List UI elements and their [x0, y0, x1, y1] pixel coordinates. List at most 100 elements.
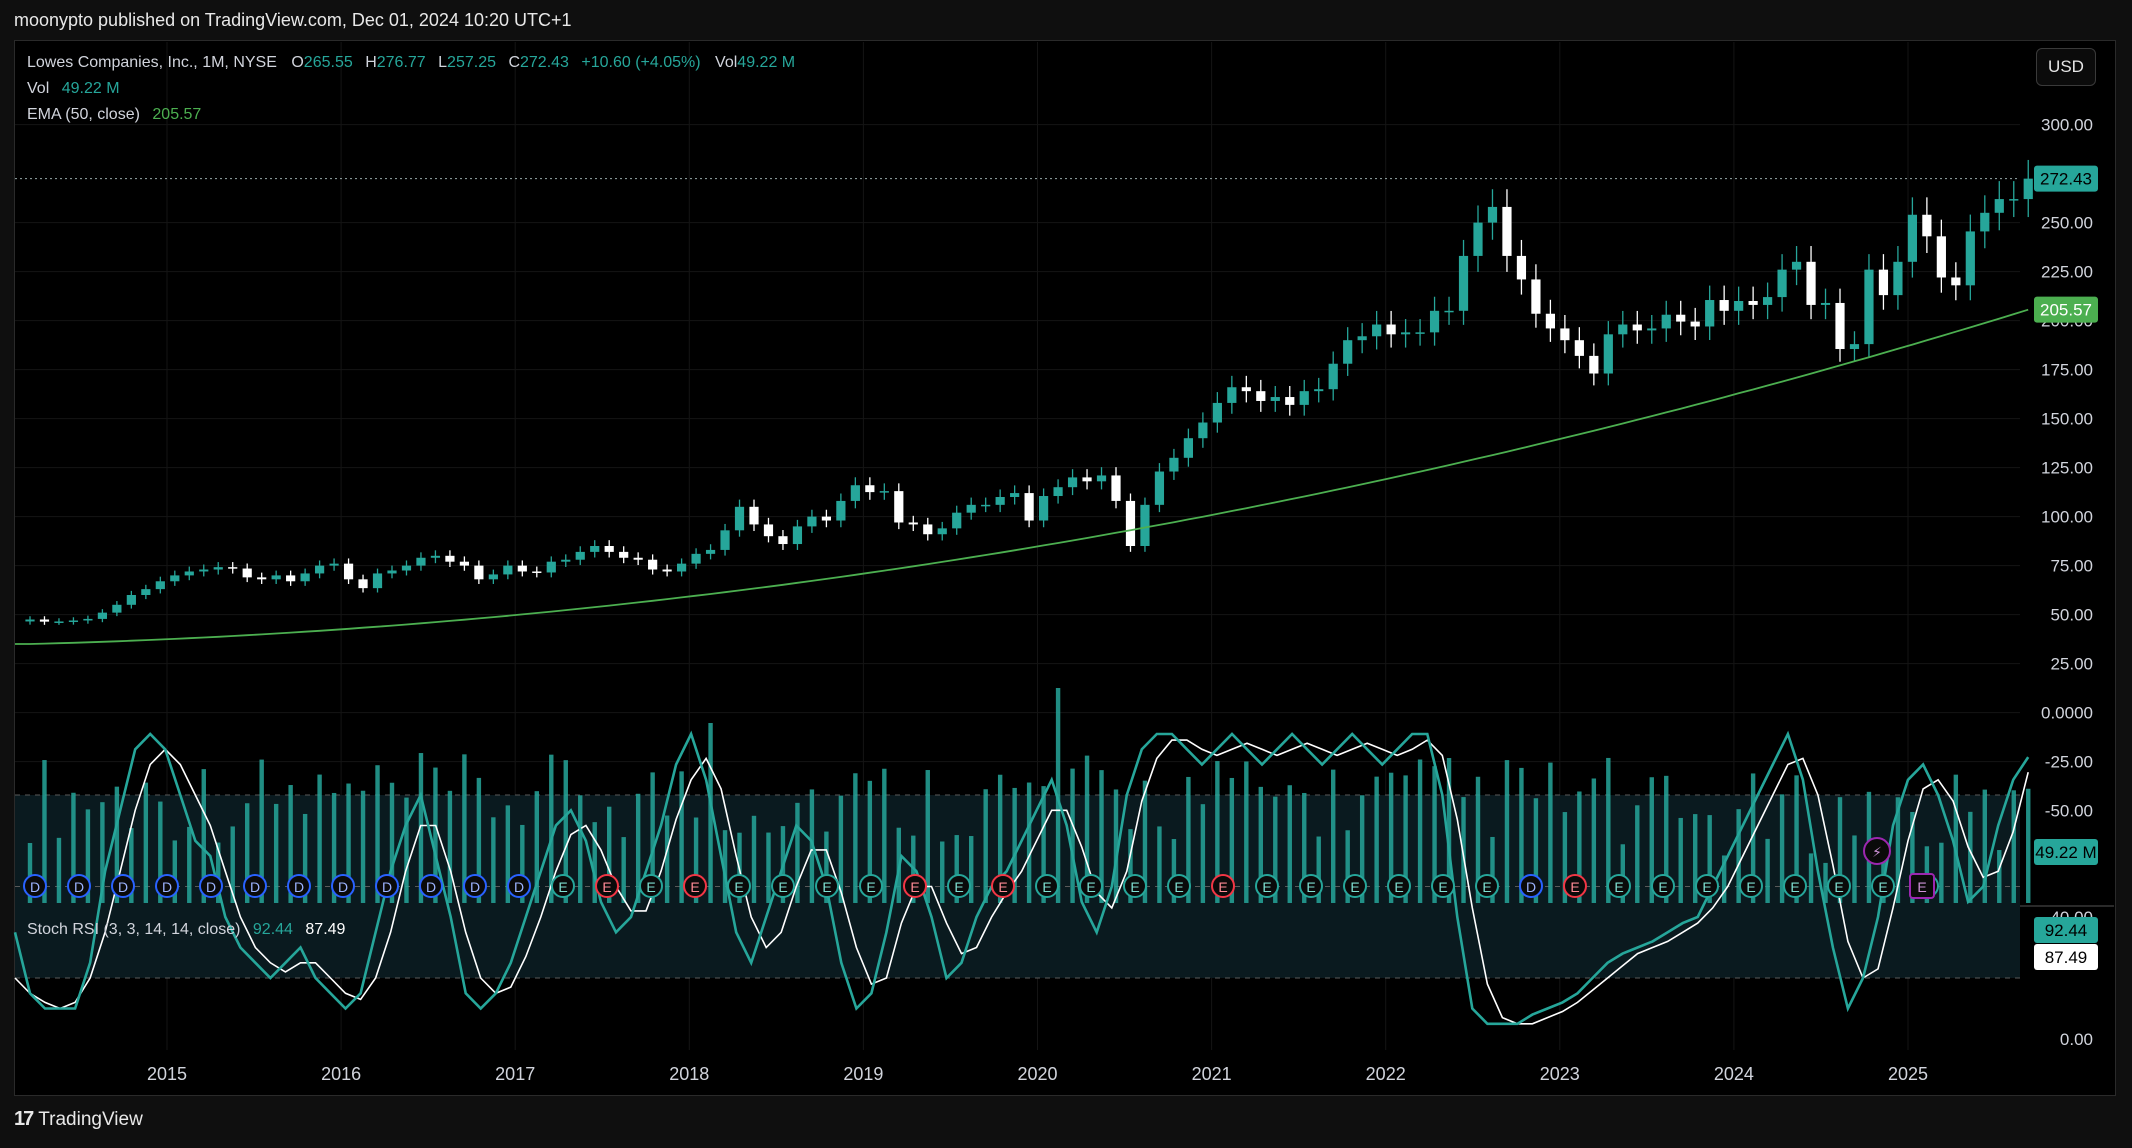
earnings-marker-icon — [859, 874, 883, 898]
stoch-label[interactable]: Stoch RSI (3, 3, 14, 14, close) — [27, 921, 241, 938]
candle-body — [1603, 334, 1613, 374]
volume-bar — [679, 771, 684, 903]
event-marker-letter: E — [822, 879, 831, 895]
candle-body — [677, 563, 687, 572]
price-axis-label: 300.00 — [2041, 116, 2093, 135]
footer-brand[interactable]: TradingView — [38, 1108, 143, 1130]
volume-bar — [1664, 775, 1669, 903]
open-label: O — [291, 54, 304, 71]
candle-body — [575, 551, 585, 560]
candle-body — [1444, 310, 1454, 313]
volume-bar — [1794, 775, 1799, 903]
x-tick-label: 2015 — [147, 1064, 187, 1084]
volume-bar — [1997, 850, 2002, 903]
volume-bar — [1461, 797, 1466, 903]
footer: 17 TradingView — [14, 1108, 143, 1131]
earnings-marker-icon — [1431, 874, 1455, 898]
volume-bar — [1548, 762, 1553, 903]
symbol-name[interactable]: Lowes Companies, Inc., 1M, NYSE — [27, 54, 277, 71]
volume-bar — [693, 817, 699, 903]
volume-bar — [1475, 776, 1481, 903]
event-marker-letter: E — [1834, 879, 1843, 895]
volume-bar — [1200, 804, 1206, 903]
volume-bar — [1852, 835, 1857, 903]
candle-body — [1589, 355, 1599, 374]
event-marker-letter: E — [866, 879, 875, 895]
candle-body — [68, 620, 79, 622]
volume-bar — [1707, 815, 1712, 903]
volume-bar — [216, 842, 221, 903]
candle-body — [1878, 269, 1889, 296]
candle-body — [1907, 214, 1917, 262]
ema-label[interactable]: EMA (50, close) — [27, 106, 140, 123]
volume-bar — [1302, 792, 1307, 903]
candle-body — [1140, 504, 1150, 546]
candle-body — [1010, 493, 1020, 497]
event-marker-letter: D — [250, 879, 260, 895]
candle-body — [705, 549, 716, 554]
candle-body — [1632, 324, 1642, 331]
candle-body — [995, 497, 1005, 505]
volume-label[interactable]: Vol — [27, 80, 50, 97]
volume-bar — [302, 813, 308, 903]
candle-body — [1111, 475, 1121, 501]
volume-bar — [1721, 855, 1727, 903]
earnings-marker-icon — [1827, 874, 1851, 898]
volume-bar — [1215, 761, 1220, 903]
candle-body — [662, 569, 672, 572]
price-axis-label: 225.00 — [2041, 263, 2093, 282]
volume-bar — [1026, 782, 1032, 903]
x-tick-label: 2024 — [1714, 1064, 1754, 1084]
candle-body — [517, 565, 527, 572]
candle-body — [1053, 487, 1063, 497]
earnings-marker-icon — [1211, 874, 1235, 898]
candle-body — [503, 565, 513, 575]
tradingview-logo-icon: 17 — [14, 1108, 34, 1130]
candle-body — [1328, 363, 1338, 390]
candle-body — [1082, 477, 1092, 482]
volume-bar — [1678, 817, 1683, 903]
event-marker-letter: E — [558, 879, 567, 895]
price-axis-label: 150.00 — [2041, 410, 2093, 429]
volume-bar — [1779, 794, 1785, 903]
earnings-marker-icon — [1739, 874, 1763, 898]
event-marker-letter: E — [1350, 879, 1359, 895]
volume-bar — [1606, 757, 1611, 903]
volume-bar — [1910, 811, 1915, 903]
price-axis-label: 0.0000 — [2041, 704, 2093, 723]
candle-body — [1125, 500, 1136, 546]
change-value: +10.60 (+4.05%) — [581, 54, 701, 71]
dividend-marker-icon — [111, 874, 135, 898]
candle-body — [1806, 261, 1816, 305]
candle-body — [1154, 471, 1165, 505]
event-marker-letter: D — [514, 879, 524, 895]
last-price-tag: 272.43 — [2040, 170, 2092, 189]
open-value: 265.55 — [303, 54, 353, 71]
event-marker-letter: E — [1042, 879, 1051, 895]
volume-bar — [1099, 770, 1104, 903]
x-tick-label: 2020 — [1017, 1064, 1057, 1084]
earnings-marker-icon — [991, 874, 1015, 898]
currency-button[interactable]: USD — [2036, 48, 2096, 86]
volume-bar — [1244, 761, 1249, 903]
volume-bar — [27, 843, 33, 903]
volume-bar — [1417, 759, 1423, 903]
event-marker-letter: E — [1174, 879, 1183, 895]
volume-bar — [476, 777, 482, 903]
event-marker-letter: E — [734, 879, 743, 895]
x-tick-label: 2016 — [321, 1064, 361, 1084]
earnings-marker-icon — [1123, 874, 1147, 898]
candle-body — [1024, 493, 1034, 521]
candle-body — [1183, 438, 1193, 458]
candle-body — [619, 551, 629, 558]
candle-body — [1227, 387, 1237, 403]
stoch-d-line — [14, 739, 2029, 1025]
volume-bar — [795, 802, 800, 903]
candle-body — [590, 546, 600, 552]
candle-body — [648, 559, 658, 570]
volume-bar — [1331, 769, 1336, 903]
candle-body — [850, 485, 860, 501]
event-marker-letter: D — [294, 879, 304, 895]
candle-body — [1386, 324, 1396, 335]
